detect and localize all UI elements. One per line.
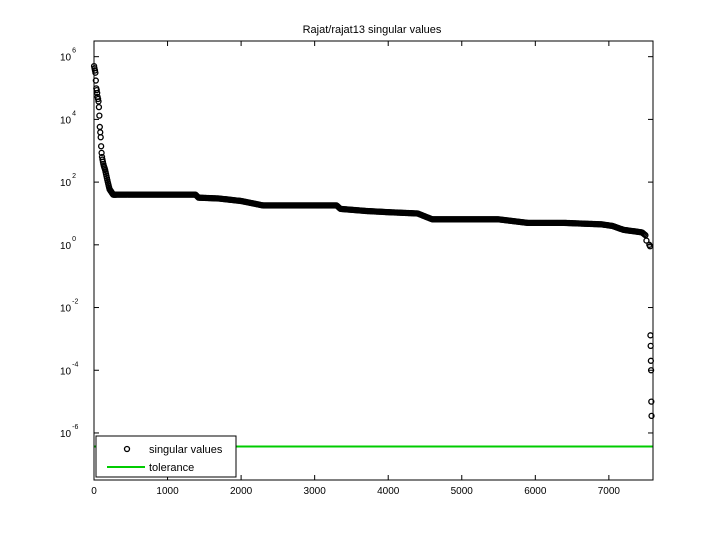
singular-value-point: [643, 237, 650, 244]
x-tick-label: 2000: [230, 486, 253, 497]
legend-label-tolerance: tolerance: [149, 462, 194, 474]
x-tick-label: 6000: [524, 486, 547, 497]
singular-value-point: [95, 98, 102, 105]
singular-value-point: [94, 95, 102, 103]
legend-label-singular-values: singular values: [149, 444, 223, 456]
singular-value-point: [95, 103, 103, 111]
x-tick-label: 0: [91, 486, 97, 497]
legend-marker-singular-values: [123, 445, 131, 453]
singular-value-point: [96, 112, 103, 119]
x-tick-label: 3000: [304, 486, 327, 497]
x-tick-label: 1000: [156, 486, 179, 497]
singular-value-point: [648, 398, 655, 405]
legend-box: [95, 435, 237, 478]
x-tick-label: 5000: [451, 486, 474, 497]
singular-value-point: [97, 143, 105, 150]
singular-value-point: [98, 149, 105, 156]
plot-layer: [90, 62, 655, 448]
chart-title: Rajat/rajat13 singular values: [303, 24, 442, 36]
legend: singular values tolerance: [95, 435, 237, 478]
axes-box: [93, 40, 654, 481]
singular-value-point: [92, 77, 99, 84]
singular-value-point: [92, 69, 99, 76]
singular-value-point: [97, 134, 104, 141]
x-tick-label: 4000: [377, 486, 400, 497]
x-tick-label: 7000: [598, 486, 621, 497]
singular-value-point: [94, 89, 101, 97]
singular-value-point: [648, 412, 655, 420]
